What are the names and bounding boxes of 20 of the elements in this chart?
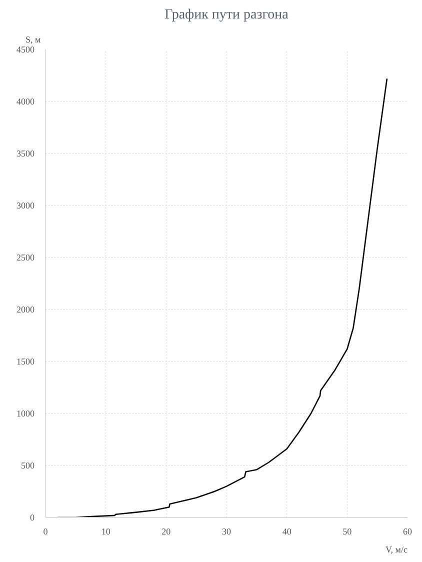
y-tick-label: 2500 (16, 252, 35, 262)
y-tick-label: 2000 (16, 304, 35, 314)
x-tick-label: 20 (162, 526, 172, 536)
x-tick-label: 50 (342, 526, 352, 536)
x-axis-title: V, м/с (385, 544, 408, 554)
x-tick-label: 30 (222, 526, 232, 536)
y-tick-label: 4500 (16, 44, 35, 54)
y-tick-label: 1000 (16, 408, 35, 418)
y-tick-label: 500 (21, 460, 35, 470)
x-tick-label: 0 (43, 526, 48, 536)
x-tick-label: 10 (101, 526, 111, 536)
x-tick-label: 60 (403, 526, 412, 536)
y-axis-title: S, м (26, 34, 42, 44)
chart-title: График пути разгона (164, 8, 290, 22)
y-tick-label: 1500 (16, 356, 35, 366)
x-tick-label: 40 (282, 526, 292, 536)
y-tick-label: 3000 (16, 200, 35, 210)
y-tick-label: 3500 (16, 148, 35, 158)
y-tick-label: 0 (30, 512, 35, 522)
y-tick-label: 4000 (16, 96, 35, 106)
